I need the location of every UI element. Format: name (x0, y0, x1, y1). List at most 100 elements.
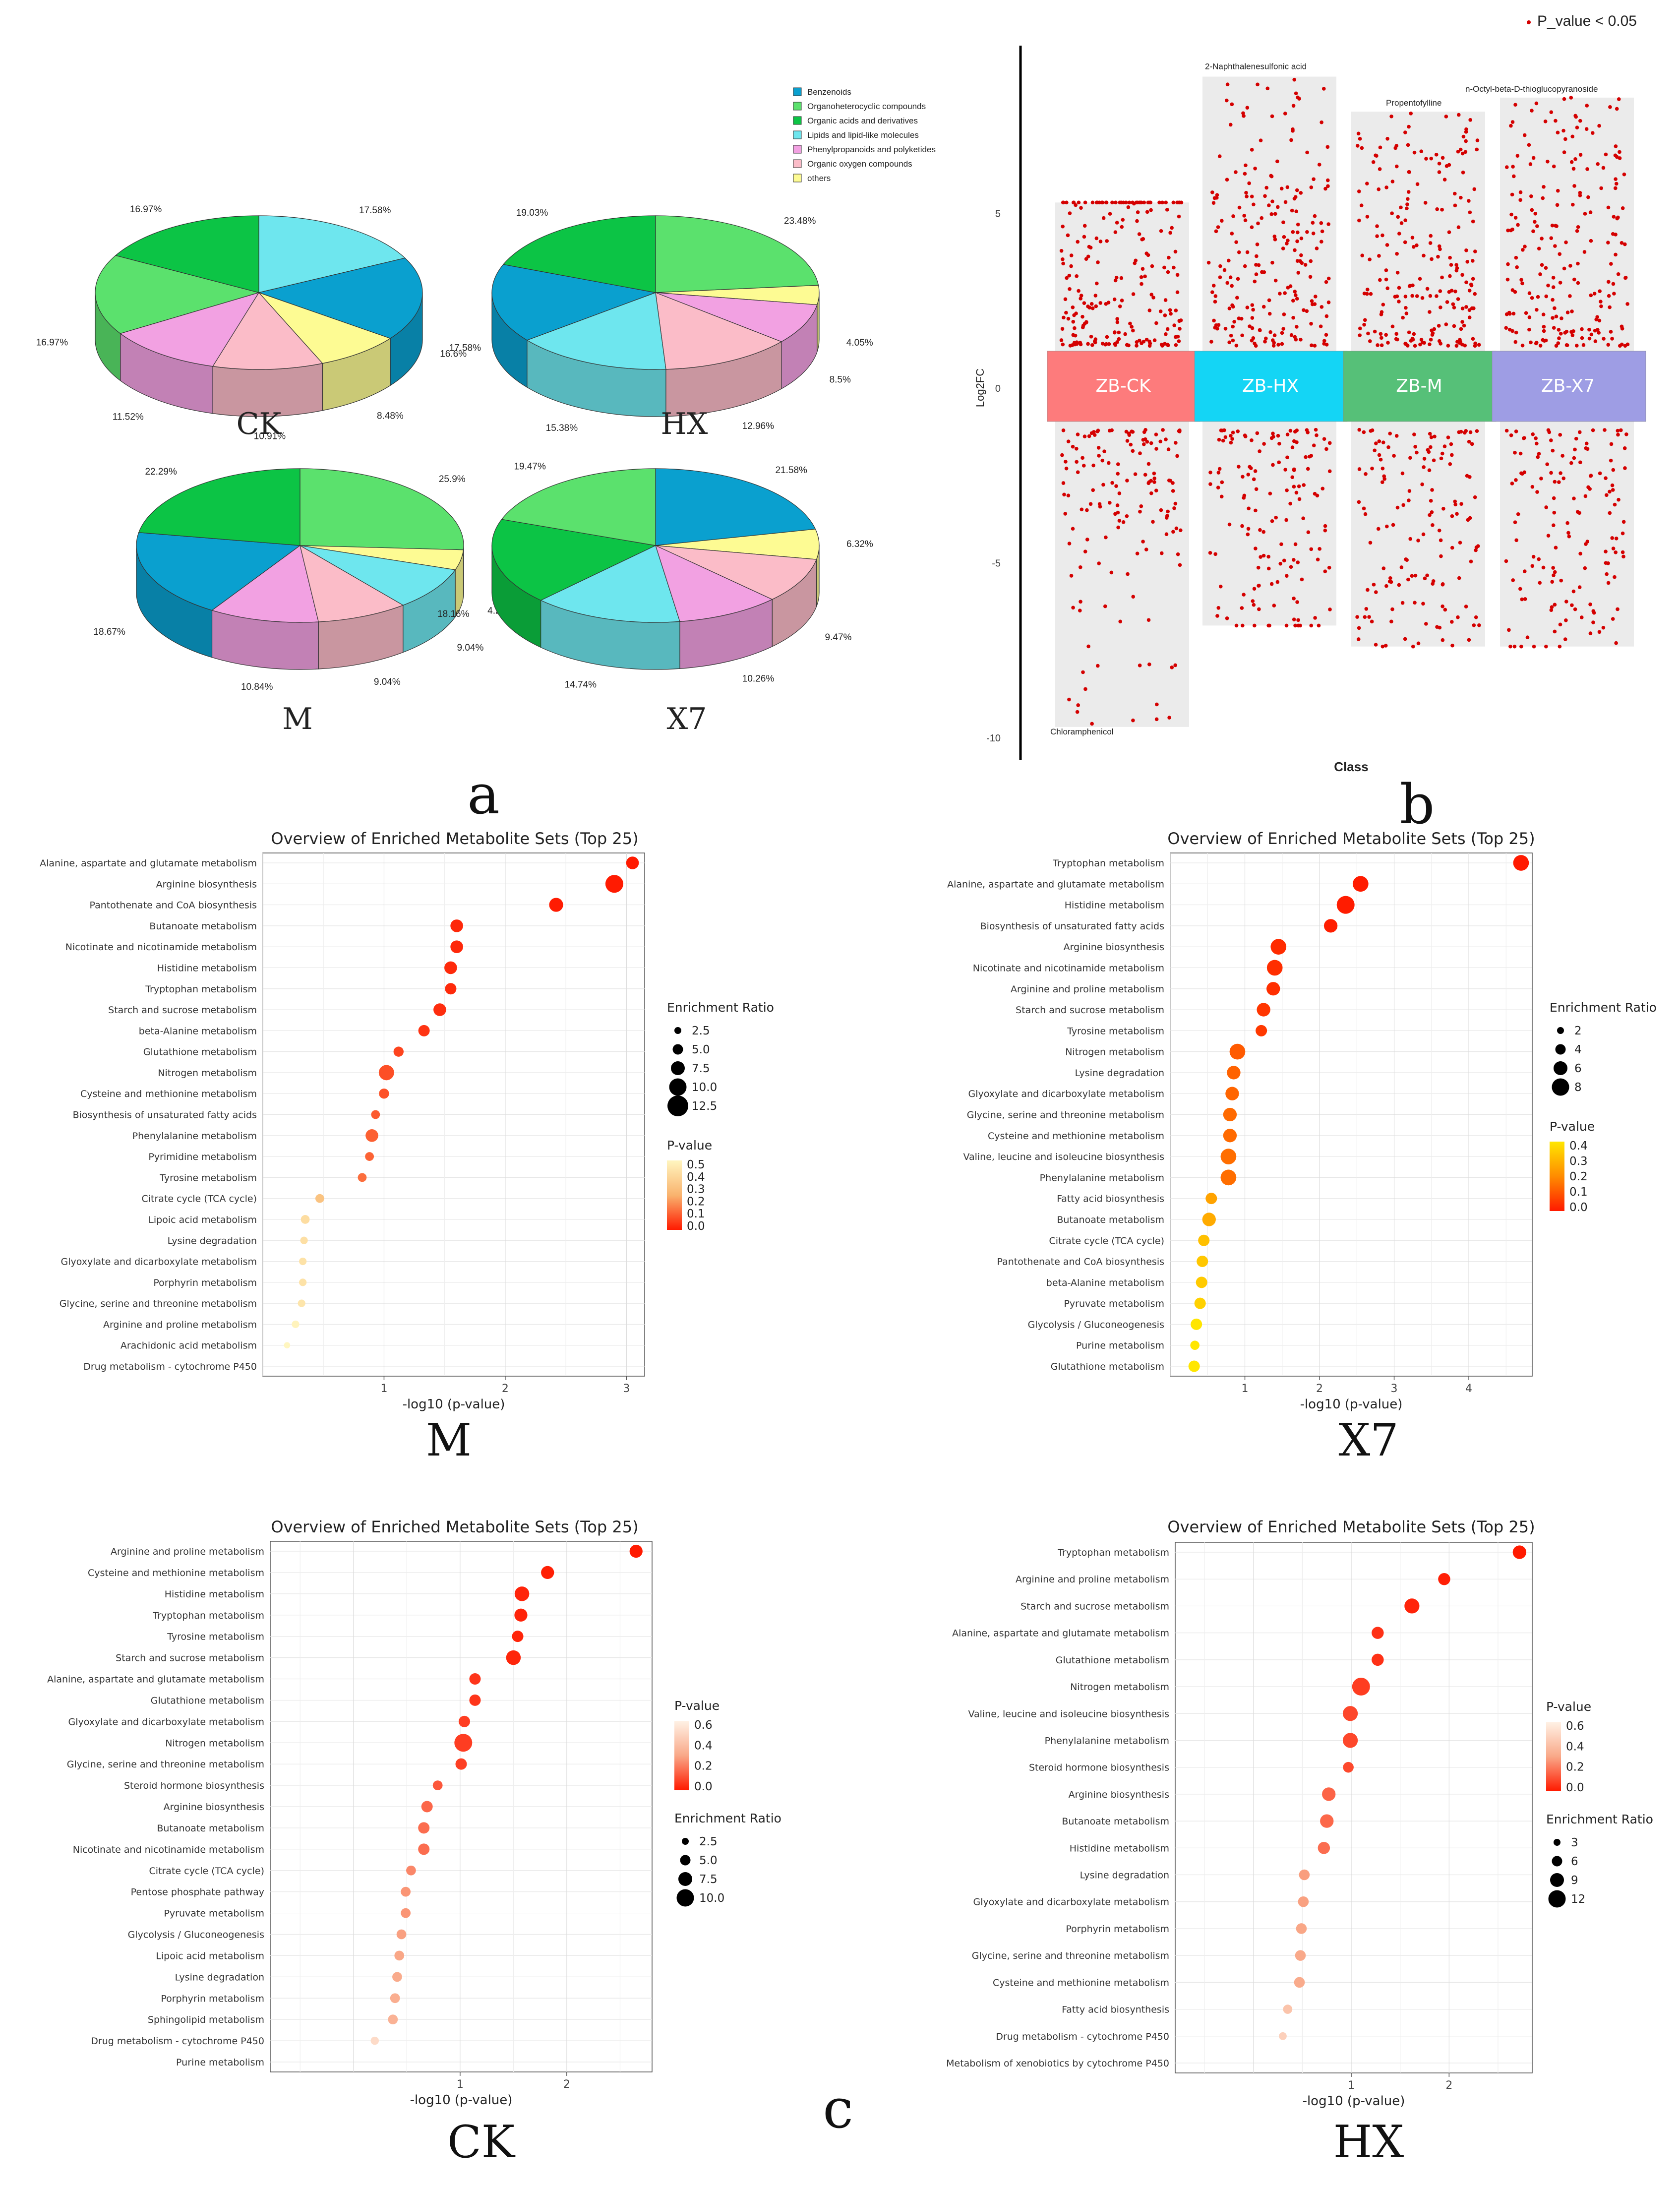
class-column (1055, 202, 1189, 727)
point (1560, 316, 1563, 320)
point (1558, 644, 1562, 649)
point (1178, 327, 1182, 331)
point (1313, 491, 1317, 496)
point (1245, 106, 1250, 110)
point (1401, 315, 1405, 320)
point (1320, 486, 1325, 491)
point (1206, 260, 1211, 265)
point (1569, 160, 1574, 164)
point (1288, 428, 1293, 433)
point (1314, 427, 1318, 432)
point (1384, 185, 1388, 189)
point (1379, 332, 1383, 336)
point (1429, 234, 1433, 238)
point (1509, 433, 1513, 437)
point (1415, 243, 1419, 247)
category-label: Glycine, serine and threonine metabolism (967, 1110, 1164, 1121)
point (1558, 281, 1562, 285)
point (1609, 330, 1613, 334)
point (1110, 481, 1114, 485)
category-label: Pyruvate metabolism (164, 1908, 264, 1919)
pie-percent-label: 18.16% (437, 609, 470, 619)
category-label: Sphingolipid metabolism (148, 2014, 264, 2025)
point (1606, 581, 1611, 585)
point (1393, 146, 1398, 150)
point (1305, 150, 1309, 155)
point (1422, 457, 1427, 461)
point (1421, 602, 1425, 606)
point (1475, 138, 1480, 142)
plot-frame (1175, 1542, 1533, 2073)
point (1168, 231, 1172, 235)
point (1160, 200, 1164, 205)
point (1170, 226, 1174, 230)
point (1121, 218, 1125, 222)
point (1410, 574, 1414, 578)
point (1438, 289, 1442, 293)
point (1355, 615, 1359, 619)
legend-swatch (793, 102, 802, 111)
point (1564, 618, 1568, 622)
point (1410, 236, 1415, 240)
point (1424, 157, 1428, 161)
point (1223, 435, 1228, 439)
point (1125, 514, 1129, 518)
point (1115, 221, 1119, 225)
point (1104, 342, 1108, 346)
data-point (1270, 939, 1287, 955)
point (1368, 339, 1372, 343)
color-legend-label: 0.6 (694, 1719, 713, 1732)
point (1095, 429, 1099, 433)
point (1571, 167, 1576, 171)
category-label: Butanoate metabolism (157, 1823, 264, 1834)
point (1071, 305, 1075, 309)
data-point (298, 1299, 305, 1307)
point (1118, 619, 1123, 624)
point (1131, 200, 1135, 205)
point (1461, 170, 1465, 175)
point (1255, 431, 1260, 435)
size-legend-dot (1554, 1061, 1567, 1075)
point (1176, 552, 1180, 556)
point (1410, 337, 1415, 341)
point (1252, 603, 1256, 607)
point (1505, 277, 1510, 282)
point (1551, 298, 1555, 302)
point (1583, 212, 1587, 216)
point (1231, 324, 1235, 329)
point (1138, 664, 1142, 668)
category-label: Lysine degradation (175, 1972, 264, 1983)
point (1468, 430, 1473, 434)
point (1286, 239, 1290, 243)
point (1549, 608, 1554, 612)
point (1164, 200, 1168, 205)
point (1589, 332, 1594, 337)
point (1250, 338, 1254, 343)
plot-panel-name: X7 (1338, 1414, 1398, 1466)
point (1285, 242, 1289, 245)
point (1171, 530, 1175, 534)
data-point (1342, 1733, 1358, 1748)
point (1114, 484, 1118, 488)
point (1559, 331, 1563, 336)
point (1452, 324, 1456, 328)
point (1574, 344, 1579, 348)
category-label: Steroid hormone biosynthesis (124, 1780, 264, 1791)
point (1620, 342, 1624, 347)
point (1392, 454, 1396, 458)
point (1144, 337, 1149, 342)
point (1599, 186, 1603, 190)
point (1520, 281, 1524, 286)
category-label: Glycine, serine and threonine metabolism (972, 1950, 1169, 1961)
pie-percent-label: 15.38% (546, 423, 578, 433)
point (1068, 211, 1072, 215)
point (1081, 670, 1085, 674)
point (1362, 430, 1366, 434)
point (1145, 440, 1149, 444)
point (1154, 432, 1158, 436)
point (1612, 215, 1616, 219)
point (1598, 471, 1602, 476)
data-point (629, 1544, 643, 1558)
data-point (1220, 1149, 1237, 1164)
size-legend-label: 6 (1574, 1062, 1582, 1075)
